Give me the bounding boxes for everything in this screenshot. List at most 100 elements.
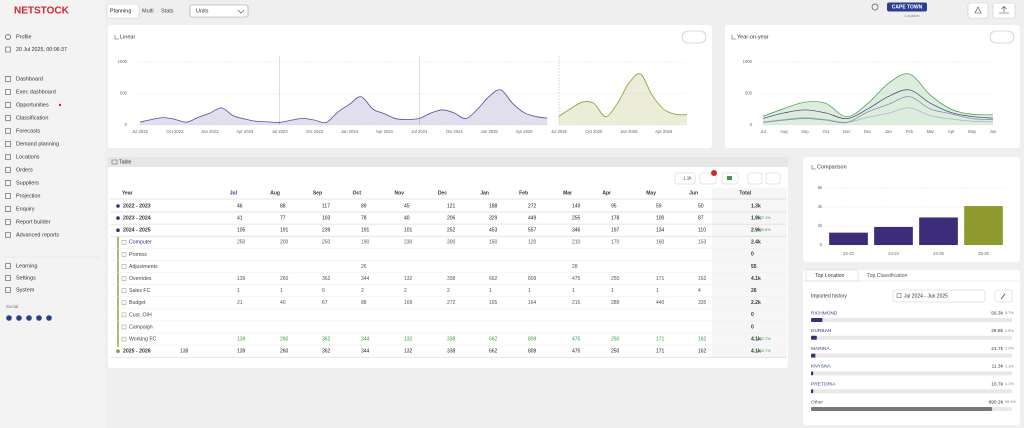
column-header[interactable]: Jul	[230, 190, 238, 196]
column-header[interactable]: Jan	[480, 190, 489, 196]
column-header[interactable]: Dec	[438, 190, 447, 196]
cell: 150	[489, 240, 498, 246]
menu-item[interactable]: Orders	[16, 167, 33, 173]
row-label[interactable]: 2022 - 2023	[123, 203, 151, 209]
menu-icon	[5, 89, 11, 95]
menu-item[interactable]: Locations	[16, 154, 40, 160]
social-icon[interactable]	[26, 315, 32, 321]
column-header[interactable]: Apr	[602, 190, 611, 196]
y-tick-label: 1000	[743, 59, 753, 64]
row-icon	[121, 276, 127, 281]
cell: 78	[361, 215, 367, 221]
chart-options[interactable]	[681, 30, 707, 44]
menu-item[interactable]: Enquiry	[16, 206, 35, 212]
cell: 809	[528, 336, 537, 342]
share-bar	[811, 389, 814, 394]
cell: 77	[280, 215, 286, 221]
share-track	[811, 389, 1012, 394]
location-value: 28.8k	[991, 328, 1003, 334]
menu-item[interactable]: Profile	[16, 34, 32, 40]
social-icon[interactable]	[46, 315, 52, 321]
refresh-button[interactable]	[765, 172, 781, 185]
tab[interactable]: Top Location	[815, 273, 845, 279]
units-select[interactable]	[189, 4, 249, 18]
cell: 162	[698, 349, 707, 355]
social-icon[interactable]	[16, 315, 22, 321]
cell: 344	[361, 276, 370, 282]
location-share: 1.1%	[1005, 382, 1014, 386]
cell: 239	[322, 228, 331, 234]
column-header[interactable]: Mar	[563, 190, 572, 196]
row-dot	[116, 349, 120, 354]
cell: 162	[698, 336, 707, 342]
tab[interactable]: Planning	[110, 8, 131, 14]
x-tick-label: Oct	[822, 129, 829, 134]
column-header[interactable]: Total	[739, 190, 751, 196]
menu-item[interactable]: Opportunities	[16, 102, 49, 108]
menu-item[interactable]: Report builder	[16, 219, 51, 225]
tab[interactable]: Top Classification	[867, 273, 907, 279]
location-value: 11.3k	[992, 364, 1004, 370]
row-icon	[121, 312, 127, 318]
export-button[interactable]	[747, 172, 763, 185]
social-icon[interactable]	[6, 315, 12, 321]
menu-item[interactable]: Projection	[16, 193, 40, 199]
total: 2.2k	[751, 300, 761, 306]
row-label[interactable]: 2025 - 2026	[123, 349, 151, 355]
row-label: Working FC	[129, 336, 157, 342]
column-header[interactable]: Year	[122, 190, 133, 196]
menu-item[interactable]: Dashboard	[16, 76, 43, 82]
period: Jul 2024 - Jun 2025	[904, 293, 948, 299]
share-track	[811, 335, 1012, 340]
alert-button[interactable]	[967, 2, 989, 19]
location-chip[interactable]	[887, 2, 927, 12]
menu-icon	[5, 219, 11, 225]
cell: 2	[404, 288, 407, 294]
menu-item[interactable]: Learning	[16, 263, 37, 269]
cell: 169	[404, 300, 413, 306]
line	[762, 89, 994, 119]
location-share: 5.7%	[1005, 311, 1014, 315]
location-share: 90.1%	[1005, 400, 1016, 404]
menu-item[interactable]: Classification	[16, 115, 48, 121]
menu-item[interactable]: Settings	[16, 275, 36, 281]
row-label[interactable]: 2024 - 2025	[123, 228, 151, 234]
menu-item[interactable]: Exec dashboard	[16, 89, 56, 95]
total-column	[712, 188, 787, 358]
menu-item[interactable]: Demand planning	[16, 141, 59, 147]
period-box[interactable]	[892, 289, 986, 303]
count-chip[interactable]	[674, 172, 696, 185]
cell: 662	[489, 349, 498, 355]
tab-active[interactable]	[106, 3, 140, 19]
row-label: Computer	[129, 240, 152, 246]
menu-item[interactable]: Suppliers	[16, 180, 39, 186]
column-header[interactable]: May	[646, 190, 656, 196]
x-tick-label: Nov	[843, 129, 851, 134]
x-tick-label: Jul 2025	[551, 129, 568, 134]
comments-button[interactable]	[699, 172, 717, 185]
column-header[interactable]: Aug	[270, 190, 280, 196]
cell: 440	[656, 300, 665, 306]
column-header[interactable]: Feb	[519, 190, 528, 196]
menu-item[interactable]: Forecasts	[16, 128, 40, 134]
column-header[interactable]: Sep	[313, 190, 322, 196]
column-header[interactable]: Nov	[395, 190, 405, 196]
x-tick-label: Oct 2023	[306, 129, 324, 134]
menu-item[interactable]: Advanced reports	[16, 232, 59, 238]
share-bar	[811, 407, 993, 411]
chart-options[interactable]	[989, 30, 1015, 44]
alert-icon	[974, 6, 982, 14]
tab[interactable]: Stats	[161, 8, 174, 14]
row-label[interactable]: 2023 - 2024	[123, 215, 151, 221]
x-tick-label: Jul 2024	[411, 129, 428, 134]
menu-item[interactable]: System	[16, 287, 35, 293]
tab[interactable]: Multi	[142, 8, 154, 14]
social-icon[interactable]	[36, 315, 42, 321]
globe-icon	[871, 3, 879, 11]
share-bar	[811, 353, 816, 358]
x-tick-label: Jan 2024	[341, 129, 359, 134]
cell: 139	[237, 336, 246, 342]
column-header[interactable]: Jun	[689, 190, 698, 196]
y-tick-label: 6k	[818, 185, 823, 190]
column-header[interactable]: Oct	[353, 190, 362, 196]
